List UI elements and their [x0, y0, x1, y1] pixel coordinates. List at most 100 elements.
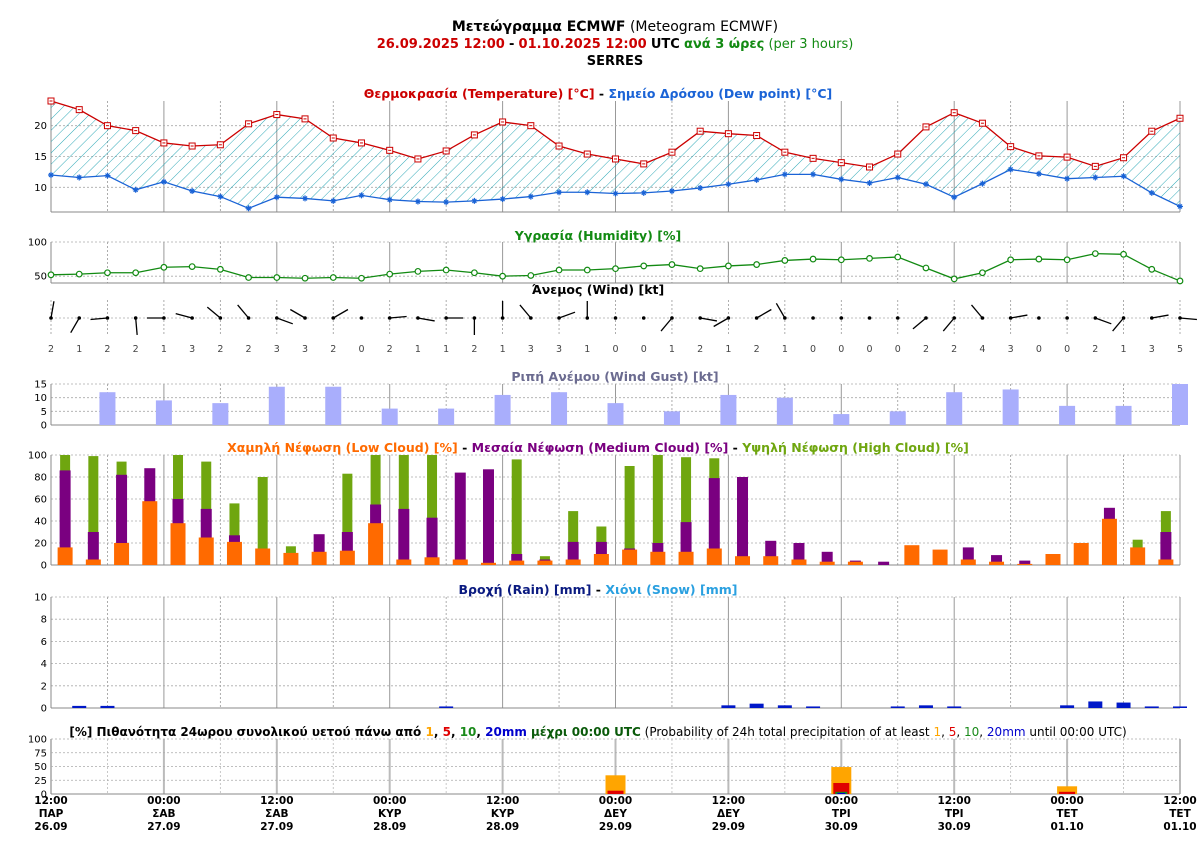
precip-panel-title: Βροχή (Rain) [mm] - Χιόνι (Snow) [mm]	[459, 582, 738, 597]
dewpoint-point	[951, 194, 958, 201]
humidity-point	[950, 275, 958, 283]
x-tick-time: 12:00	[712, 795, 745, 807]
low-cloud-bar	[114, 543, 130, 565]
dewpoint-point	[414, 198, 421, 205]
low-cloud-bar	[1017, 563, 1033, 565]
wind-speed-label: 0	[895, 344, 901, 355]
low-cloud-bar	[339, 550, 355, 565]
medium-cloud-bar	[116, 474, 128, 565]
y-tick-label: 10	[34, 183, 47, 194]
y-tick-label: 60	[34, 495, 47, 506]
rain-bar	[806, 706, 821, 708]
low-cloud-bar	[763, 556, 779, 565]
wind-barb	[289, 308, 306, 319]
humidity-point	[216, 265, 224, 273]
medium-cloud-bar	[1019, 560, 1031, 565]
dewpoint-point	[725, 181, 732, 188]
x-tick-date: 28.09	[373, 821, 406, 833]
x-tick-day: ΤΕΤ	[1056, 808, 1078, 820]
wind-speed-label: 2	[951, 344, 957, 355]
x-tick-day: ΚΥΡ	[491, 808, 515, 820]
dewpoint-point	[894, 174, 901, 181]
humidity-point	[583, 266, 591, 274]
low-cloud-bar	[283, 552, 299, 565]
y-tick-label: 4	[41, 659, 47, 670]
medium-cloud-bar	[765, 540, 777, 565]
medium-cloud-bar	[793, 543, 805, 565]
humidity-point	[1007, 256, 1015, 264]
gust-panel-title: Ριπή Ανέμου (Wind Gust) [kt]	[511, 369, 718, 384]
dewpoint-point	[358, 192, 365, 199]
dewpoint-point	[76, 174, 83, 181]
humidity-point	[781, 257, 789, 264]
dewpoint-point	[245, 205, 252, 212]
wind-barb	[237, 304, 250, 319]
medium-cloud-bar	[313, 534, 325, 565]
y-tick-label: 10	[34, 393, 47, 404]
low-cloud-bar	[791, 559, 807, 565]
dewpoint-point	[386, 196, 393, 203]
humidity-point	[753, 261, 761, 268]
humidity-point	[1063, 256, 1071, 264]
wind-speed-label: 1	[415, 344, 421, 355]
low-cloud-bar	[650, 551, 666, 565]
wind-speed-label: 2	[697, 344, 703, 355]
wind-barb	[1179, 317, 1197, 321]
dewpoint-point	[189, 188, 196, 195]
dewpoint-point	[781, 171, 788, 178]
x-tick-date: 30.09	[825, 821, 858, 833]
x-tick-day: ΣΑΒ	[152, 808, 175, 820]
wind-barb	[276, 317, 293, 325]
humidity-point	[809, 255, 817, 263]
x-tick-day: ΤΡΙ	[945, 808, 964, 820]
dewpoint-point	[302, 195, 309, 202]
dewpoint-point	[697, 184, 704, 191]
wind-barb	[1151, 314, 1169, 319]
high-cloud-bar	[511, 459, 522, 565]
wind-station-dot	[1065, 316, 1069, 320]
humidity-point	[104, 269, 111, 277]
wind-speed-label: 2	[1092, 344, 1098, 355]
wind-speed-label: 3	[1149, 344, 1155, 355]
medium-cloud-bar	[567, 541, 579, 565]
humidity-point	[329, 274, 337, 281]
high-cloud-bar	[257, 477, 268, 565]
wind-barb	[912, 317, 927, 330]
low-cloud-bar	[198, 537, 214, 565]
wind-speed-label: 1	[725, 344, 731, 355]
dewpoint-point	[1120, 173, 1127, 180]
wind-speed-label: 3	[556, 344, 562, 355]
high-cloud-bar	[568, 511, 579, 565]
humidity-point	[696, 265, 704, 273]
wind-station-dot	[613, 316, 618, 320]
prob-1mm-bar	[1057, 786, 1078, 794]
dewpoint-point	[471, 197, 478, 204]
high-cloud-bar	[681, 457, 692, 565]
medium-cloud-bar	[511, 554, 523, 565]
wind-barb	[50, 301, 55, 319]
prob-5mm-bar	[833, 783, 850, 794]
x-tick-date: 29.09	[599, 821, 632, 833]
wind-speed-label: 2	[754, 344, 760, 355]
dewpoint-point	[1035, 170, 1042, 177]
x-tick-date: 27.09	[260, 821, 293, 833]
x-tick-time: 12:00	[486, 795, 519, 807]
y-tick-label: 20	[34, 539, 47, 550]
wind-speed-label: 5	[1177, 344, 1183, 355]
rain-bar	[947, 706, 962, 708]
dewpoint-point	[1064, 175, 1071, 182]
x-tick-day: ΔΕΥ	[604, 808, 627, 820]
dewpoint-point	[810, 171, 817, 178]
period-line: 26.09.2025 12:00 - 01.10.2025 12:00 UTC …	[377, 37, 854, 52]
humidity-point	[612, 265, 619, 273]
medium-cloud-bar	[962, 547, 974, 565]
x-tick-time: 00:00	[147, 795, 180, 807]
wind-speed-label: 1	[500, 344, 506, 355]
wind-barb	[70, 317, 80, 334]
low-cloud-bar	[480, 562, 496, 565]
y-tick-label: 2	[41, 681, 47, 692]
y-tick-label: 0	[41, 790, 47, 801]
dewpoint-point	[132, 186, 139, 193]
x-tick-time: 12:00	[34, 795, 67, 807]
wind-speed-label: 2	[48, 344, 54, 355]
